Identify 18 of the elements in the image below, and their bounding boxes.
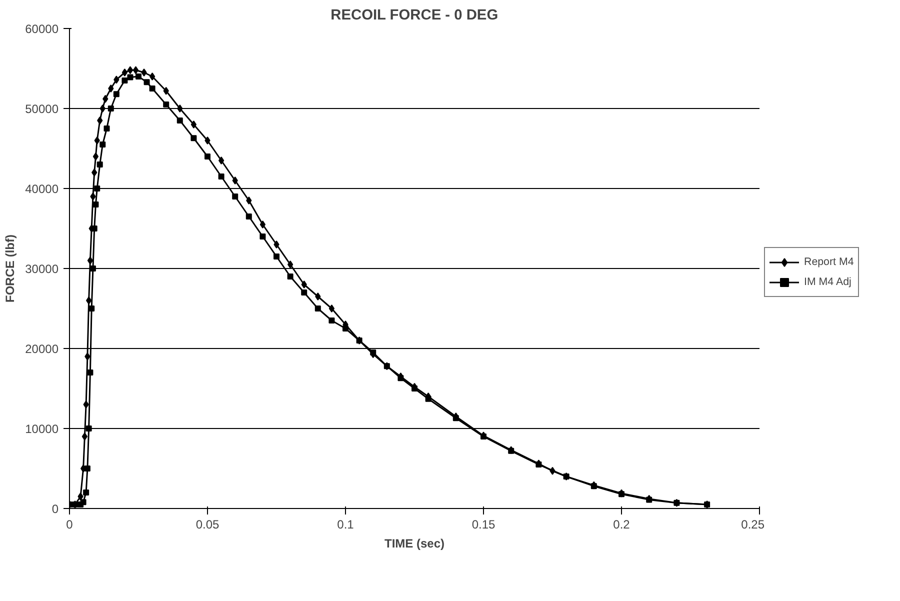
- x-tick-label: 0.25: [741, 518, 765, 532]
- y-tick-label: 40000: [25, 182, 59, 196]
- y-tick-label: 10000: [25, 422, 59, 436]
- legend-label: IM M4 Adj: [804, 276, 852, 288]
- x-tick-label: 0.1: [337, 518, 354, 532]
- x-tick-label: 0.15: [472, 518, 496, 532]
- y-tick-label: 60000: [25, 22, 59, 36]
- y-axis-title: FORCE (lbf): [3, 234, 18, 302]
- legend-label: Report M4: [804, 256, 854, 268]
- x-tick-label: 0: [66, 518, 74, 532]
- y-tick-label: 20000: [25, 342, 59, 356]
- y-tick-label: 50000: [25, 102, 59, 116]
- x-axis-title: TIME (sec): [384, 536, 445, 550]
- chart-title: RECOIL FORCE - 0 DEG: [330, 8, 498, 24]
- y-tick-label: 0: [52, 502, 59, 516]
- x-tick-label: 0.05: [196, 518, 220, 532]
- x-tick-label: 0.2: [613, 518, 630, 532]
- y-tick-label: 30000: [25, 262, 59, 276]
